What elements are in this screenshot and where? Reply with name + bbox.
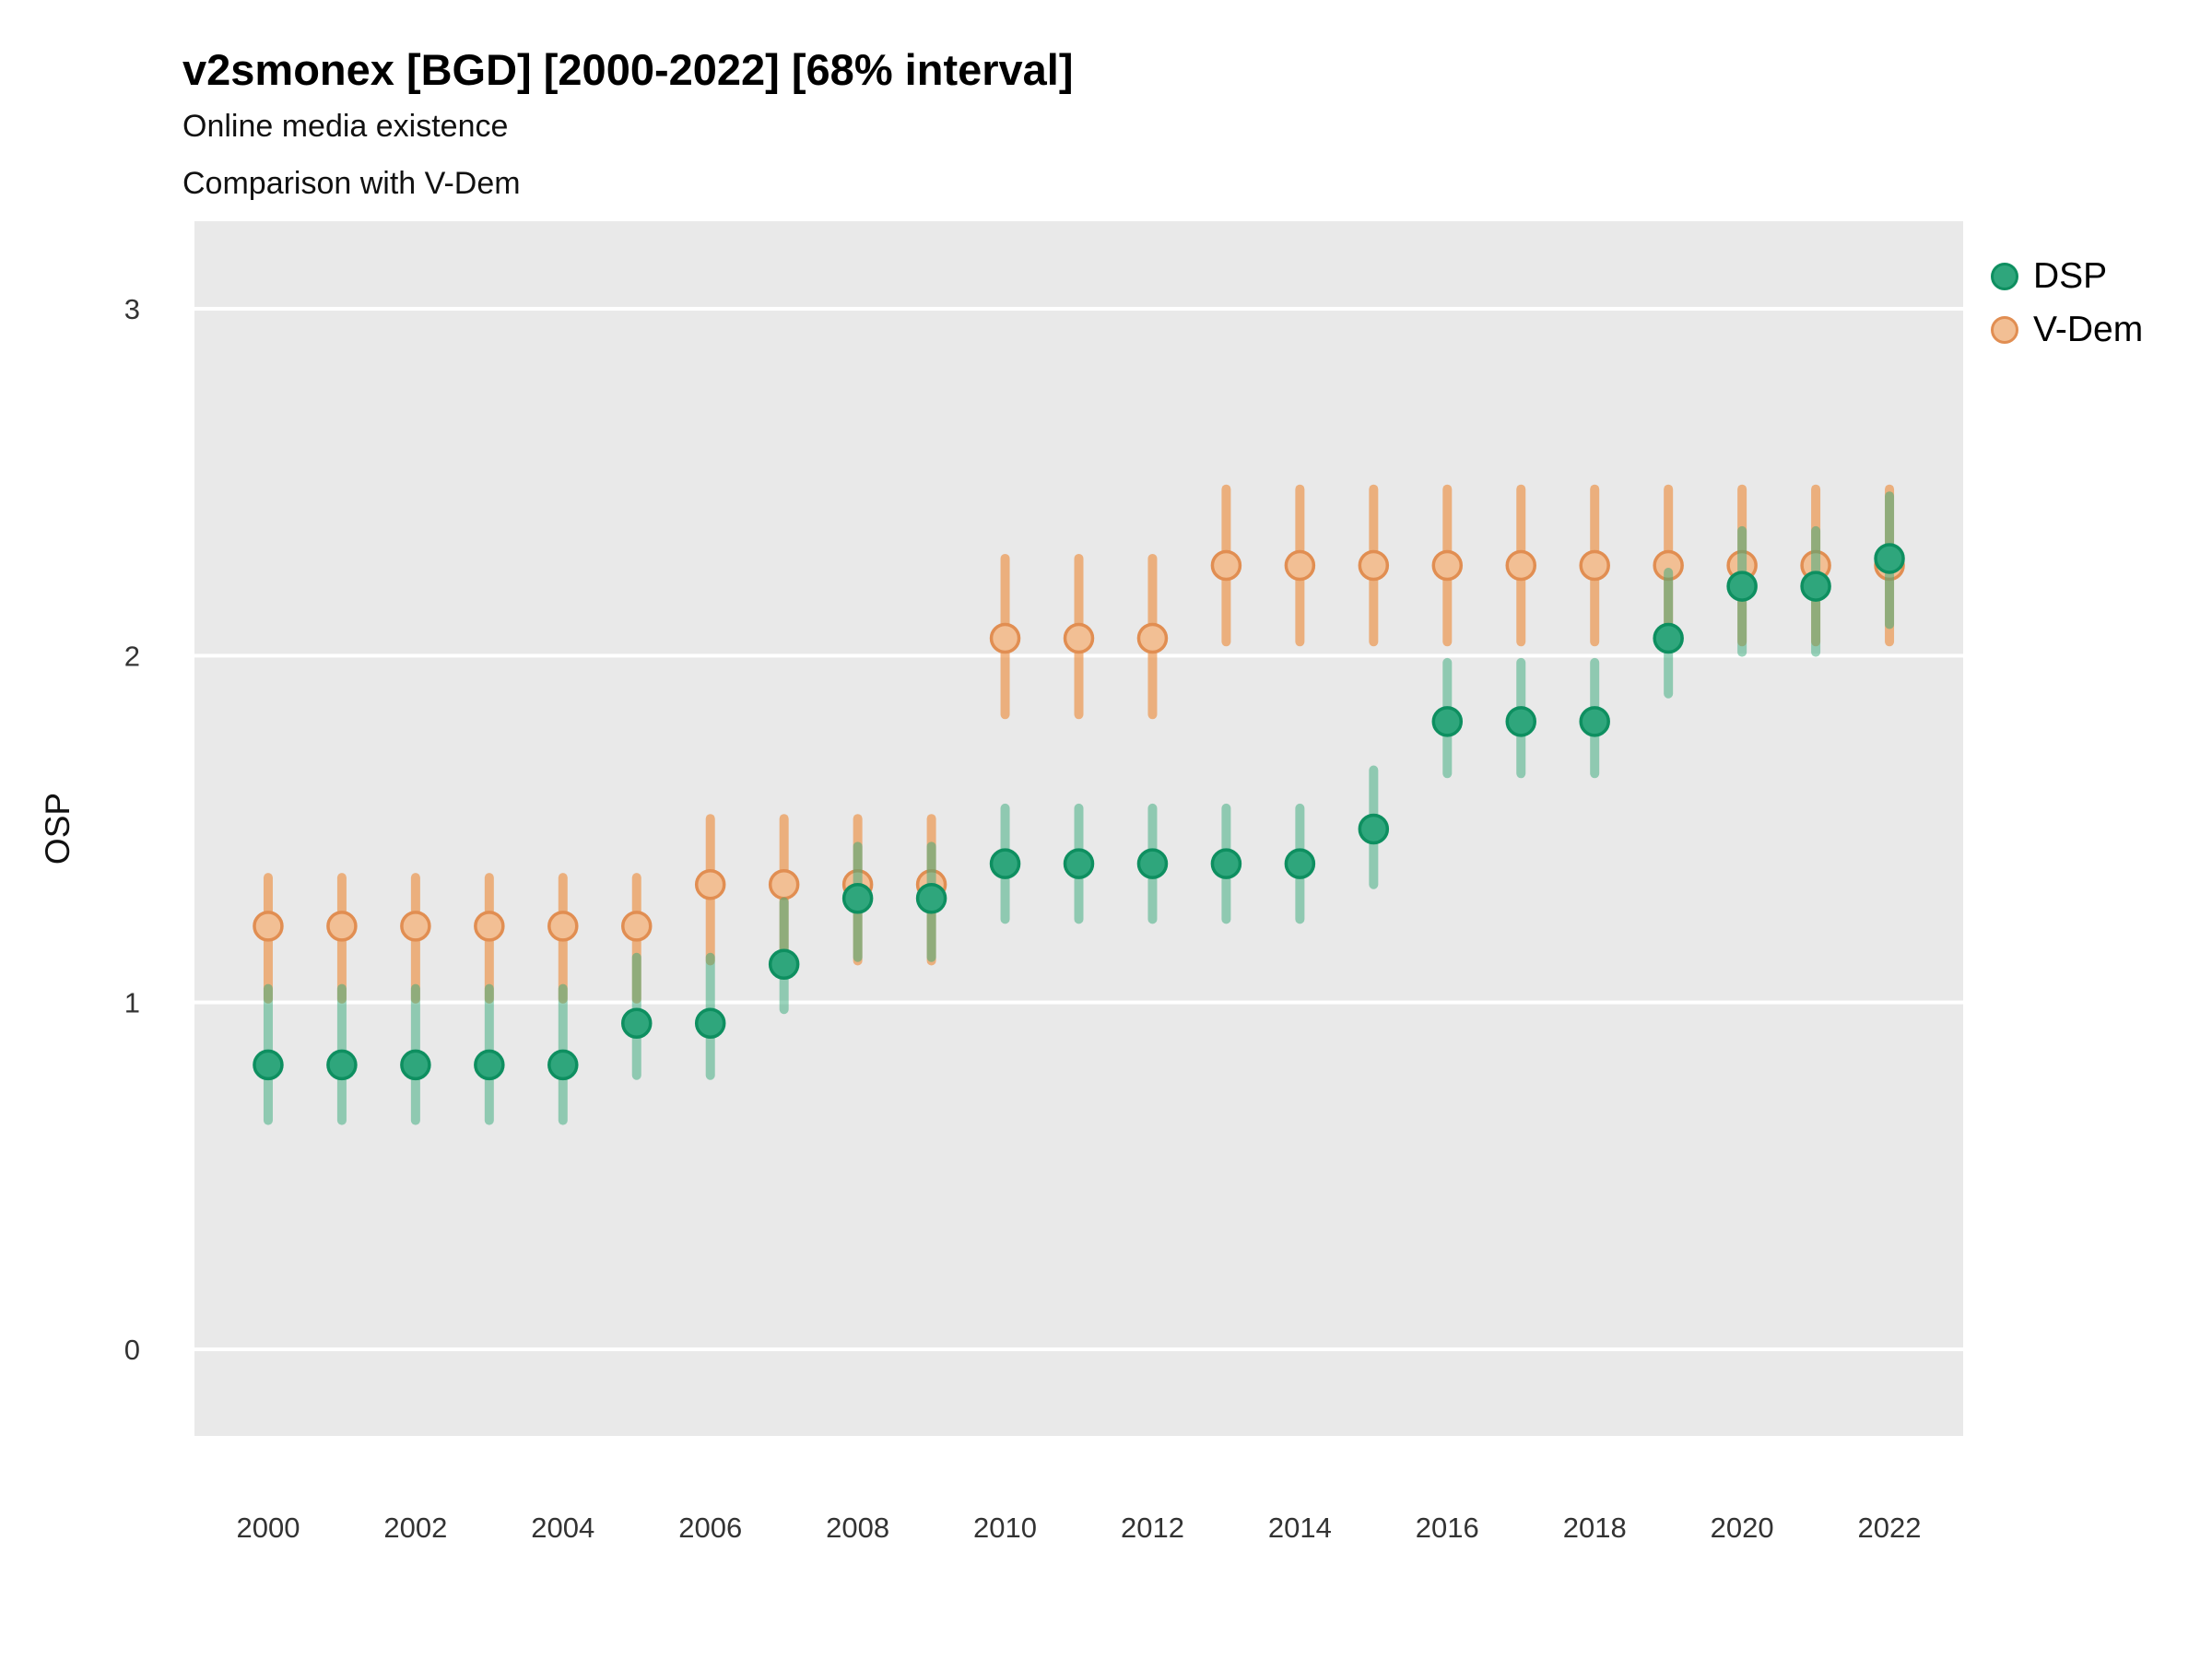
dsp-point-2019 <box>1653 622 1684 654</box>
x-tick-label-2022: 2022 <box>1858 1512 1922 1544</box>
x-tick-label-2008: 2008 <box>826 1512 889 1544</box>
dsp-point-2009 <box>915 883 947 914</box>
dsp-point-2006 <box>694 1007 726 1039</box>
x-tick-label-2016: 2016 <box>1416 1512 1479 1544</box>
legend: DSP V-Dem <box>1991 256 2143 350</box>
x-tick-label-2004: 2004 <box>531 1512 594 1544</box>
dsp-point-2003 <box>474 1049 505 1081</box>
legend-item-dsp: DSP <box>1991 256 2143 297</box>
x-tick-label-2006: 2006 <box>678 1512 742 1544</box>
dsp-point-2001 <box>326 1049 358 1081</box>
x-tick-label-2012: 2012 <box>1121 1512 1184 1544</box>
dsp-point-2004 <box>547 1049 579 1081</box>
vdem-point-2011 <box>1063 622 1095 654</box>
vdem-point-2003 <box>474 911 505 942</box>
vdem-legend-swatch-icon <box>1991 316 2018 344</box>
vdem-point-2018 <box>1579 549 1610 582</box>
vdem-point-2006 <box>694 868 726 900</box>
x-tick-label-2002: 2002 <box>383 1512 447 1544</box>
x-tick-label-2010: 2010 <box>973 1512 1037 1544</box>
vdem-point-2012 <box>1136 622 1169 654</box>
legend-label-vdem: V-Dem <box>2033 310 2144 349</box>
vdem-point-2017 <box>1505 549 1536 582</box>
vdem-point-2001 <box>326 911 358 942</box>
dsp-point-2011 <box>1063 848 1095 879</box>
vdem-point-2015 <box>1358 549 1390 582</box>
x-tick-label-2020: 2020 <box>1711 1512 1774 1544</box>
dsp-point-2005 <box>621 1007 653 1039</box>
y-tick-label-2: 2 <box>124 640 140 672</box>
x-tick-label-2000: 2000 <box>236 1512 300 1544</box>
vdem-point-2000 <box>253 911 284 942</box>
vdem-point-2013 <box>1210 549 1242 582</box>
dsp-point-2022 <box>1874 543 1905 574</box>
dsp-point-2014 <box>1284 848 1316 879</box>
dsp-point-2018 <box>1579 706 1610 737</box>
y-tick-label-1: 1 <box>124 987 140 1019</box>
vdem-point-2014 <box>1284 549 1316 582</box>
y-tick-label-3: 3 <box>124 293 140 325</box>
x-tick-label-2014: 2014 <box>1268 1512 1332 1544</box>
dsp-point-2000 <box>253 1049 284 1081</box>
chart-title: v2smonex [BGD] [2000-2022] [68% interval… <box>182 45 1074 94</box>
vdem-point-2016 <box>1431 549 1464 582</box>
vdem-point-2002 <box>400 911 431 942</box>
dsp-point-2016 <box>1431 706 1464 737</box>
dsp-point-2017 <box>1505 706 1536 737</box>
dsp-point-2012 <box>1136 848 1169 879</box>
dsp-point-2008 <box>841 883 874 914</box>
y-axis-label: OSP <box>39 792 76 865</box>
dsp-point-2013 <box>1210 848 1242 879</box>
dsp-point-2010 <box>989 848 1021 879</box>
dsp-point-2002 <box>400 1049 431 1081</box>
vdem-point-2007 <box>768 868 800 900</box>
vdem-point-2004 <box>547 911 579 942</box>
chart-subtitle-line2: Comparison with V-Dem <box>182 166 521 201</box>
dsp-point-2021 <box>1800 571 1831 602</box>
vdem-point-2005 <box>621 911 653 942</box>
legend-item-vdem: V-Dem <box>1991 310 2143 350</box>
chart-subtitle-line1: Online media existence <box>182 109 509 144</box>
dsp-point-2007 <box>768 948 800 981</box>
dsp-point-2020 <box>1726 571 1758 602</box>
dsp-point-2015 <box>1358 813 1390 845</box>
x-tick-label-2018: 2018 <box>1563 1512 1627 1544</box>
dsp-legend-swatch-icon <box>1991 263 2018 290</box>
legend-label-dsp: DSP <box>2033 256 2108 296</box>
y-tick-label-0: 0 <box>124 1334 140 1366</box>
vdem-point-2010 <box>989 622 1021 654</box>
